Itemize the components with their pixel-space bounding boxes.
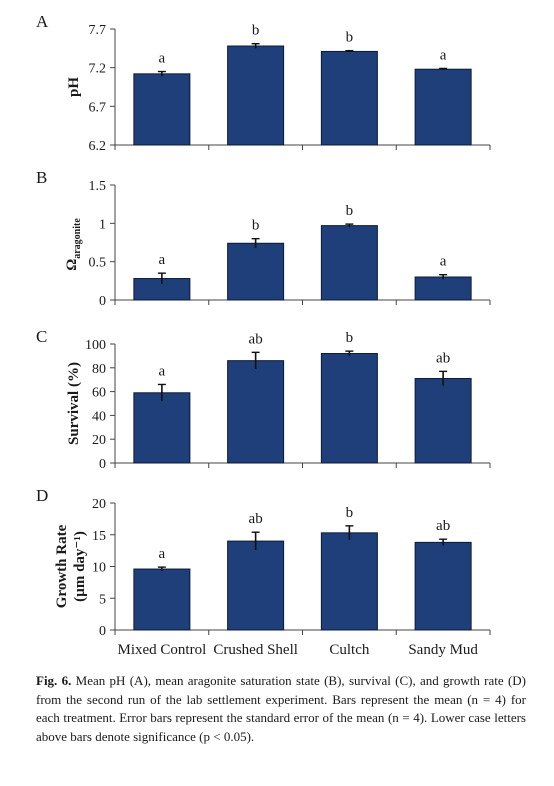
x-tick-label: Sandy Mud [408,642,478,658]
y-axis-label: Ωaragonite [64,218,83,271]
significance-letter: ab [249,511,263,527]
significance-letter: a [159,252,166,268]
significance-letter: b [252,23,260,39]
bar [414,541,472,631]
y-axis-label-subscript: aragonite [72,218,83,259]
panel-label: A [36,12,49,31]
significance-letter: b [346,505,354,521]
y-tick-label: 7.7 [89,23,107,38]
y-axis-label: Survival (%) [66,362,82,445]
y-tick-label: 60 [92,386,106,401]
y-tick-label: 20 [92,433,106,448]
caption-text: Mean pH (A), mean aragonite saturation s… [36,673,526,744]
bar [320,532,378,631]
significance-letter: ab [249,331,263,347]
x-tick-label: Cultch [329,642,369,658]
caption-label: Fig. 6. [36,673,72,688]
y-tick-label: 0 [99,457,106,472]
significance-letter: b [252,218,260,234]
significance-letter: a [159,363,166,379]
y-tick-label: 20 [92,497,106,512]
y-axis-label: pH [66,77,82,97]
significance-letter: b [346,30,354,46]
bar [414,276,472,301]
significance-letter: b [346,203,354,219]
y-tick-label: 0.5 [89,256,107,271]
bar [227,45,285,146]
y-tick-label: 1 [99,217,106,232]
y-tick-label: 7.2 [89,62,107,77]
y-tick-label: 10 [92,561,106,576]
bar [227,360,285,464]
significance-letter: b [346,330,354,346]
y-tick-label: 0 [99,624,106,639]
significance-letter: a [440,254,447,270]
x-tick-label: Crushed Shell [213,642,298,658]
bar [227,540,285,631]
bar [320,50,378,146]
bar [227,242,285,301]
panel-label: B [36,168,47,187]
x-tick-label: Mixed Control [118,642,207,658]
y-axis-label-symbol: Ω [64,259,80,271]
significance-letter: a [159,51,166,67]
significance-letter: a [440,47,447,63]
y-tick-label: 0 [99,294,106,309]
y-tick-label: 1.5 [89,179,107,194]
y-tick-label: 100 [85,338,106,353]
bar [133,392,191,464]
y-tick-label: 80 [92,362,106,377]
bar [320,225,378,301]
y-tick-label: 40 [92,409,106,424]
panel-label: C [36,327,47,346]
bar [414,68,472,146]
y-tick-label: 6.2 [89,139,107,154]
bar [133,568,191,631]
significance-letter: a [159,546,166,562]
bar [133,73,191,146]
bar [414,378,472,464]
y-axis-label: Growth Rate [54,524,70,608]
y-tick-label: 5 [99,592,106,607]
significance-letter: ab [436,518,450,534]
y-tick-label: 6.7 [89,100,107,115]
bar [320,353,378,464]
figure-caption: Fig. 6. Mean pH (A), mean aragonite satu… [36,672,526,746]
y-axis-label-unit: (µm day⁻¹) [72,531,88,602]
significance-letter: ab [436,350,450,366]
panel-label: D [36,486,48,505]
y-tick-label: 15 [92,529,106,544]
